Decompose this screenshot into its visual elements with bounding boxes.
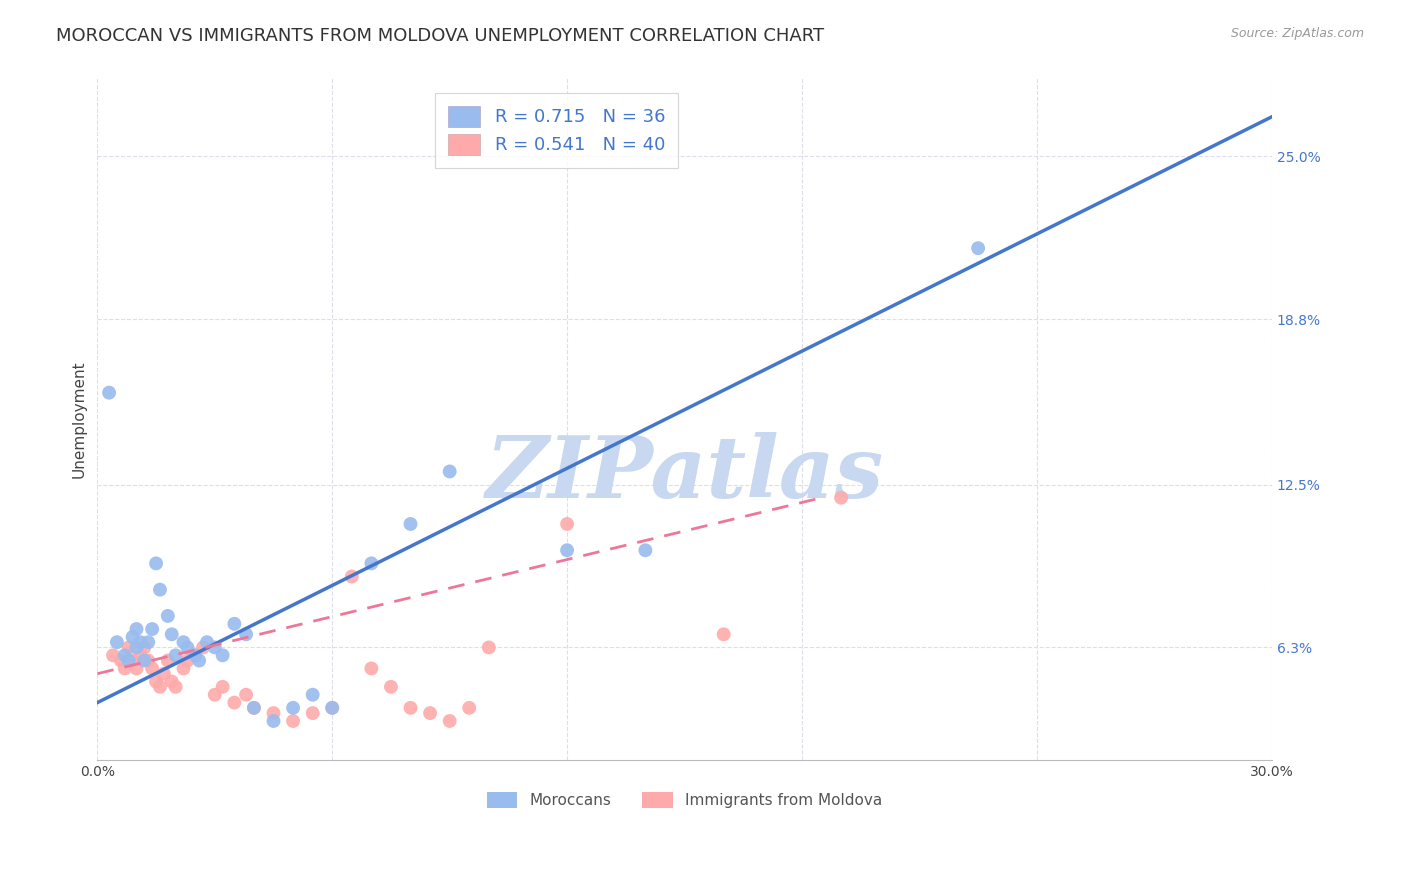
Point xyxy=(165,648,187,663)
Point xyxy=(191,640,214,655)
Point xyxy=(114,661,136,675)
Point xyxy=(101,648,124,663)
Point xyxy=(184,648,207,663)
Point xyxy=(136,635,159,649)
Point xyxy=(439,714,461,728)
Point xyxy=(321,701,343,715)
Point xyxy=(478,640,501,655)
Point xyxy=(172,635,194,649)
Point xyxy=(281,701,304,715)
Point xyxy=(340,569,363,583)
Point xyxy=(121,654,143,668)
Point xyxy=(156,654,179,668)
Point xyxy=(129,648,152,663)
Point xyxy=(439,465,461,479)
Point xyxy=(145,674,167,689)
Point xyxy=(555,516,578,531)
Point xyxy=(149,680,172,694)
Point xyxy=(211,648,233,663)
Point xyxy=(110,654,132,668)
Point xyxy=(243,701,266,715)
Point xyxy=(204,640,226,655)
Point xyxy=(134,640,156,655)
Point xyxy=(380,680,402,694)
Point xyxy=(458,701,481,715)
Point xyxy=(172,661,194,675)
Point xyxy=(360,661,382,675)
Point xyxy=(125,661,148,675)
Point xyxy=(153,666,176,681)
Y-axis label: Unemployment: Unemployment xyxy=(72,360,86,478)
Point xyxy=(188,654,211,668)
Point xyxy=(301,706,323,720)
Point xyxy=(165,680,187,694)
Point xyxy=(830,491,852,505)
Text: ZIPatlas: ZIPatlas xyxy=(485,432,883,516)
Point xyxy=(360,557,382,571)
Point xyxy=(399,701,422,715)
Point xyxy=(263,706,285,720)
Point xyxy=(145,557,167,571)
Point xyxy=(224,616,246,631)
Text: MOROCCAN VS IMMIGRANTS FROM MOLDOVA UNEMPLOYMENT CORRELATION CHART: MOROCCAN VS IMMIGRANTS FROM MOLDOVA UNEM… xyxy=(56,27,824,45)
Point xyxy=(114,648,136,663)
Point xyxy=(141,622,163,636)
Point xyxy=(125,640,148,655)
Point xyxy=(235,627,257,641)
Point xyxy=(263,714,285,728)
Point xyxy=(399,516,422,531)
Point xyxy=(105,635,128,649)
Point xyxy=(98,385,121,400)
Point xyxy=(141,661,163,675)
Point xyxy=(176,640,198,655)
Point xyxy=(321,701,343,715)
Point xyxy=(204,688,226,702)
Legend: Moroccans, Immigrants from Moldova: Moroccans, Immigrants from Moldova xyxy=(481,786,889,814)
Point xyxy=(160,674,183,689)
Point xyxy=(121,630,143,644)
Point xyxy=(301,688,323,702)
Point xyxy=(713,627,735,641)
Point xyxy=(555,543,578,558)
Point xyxy=(118,640,141,655)
Point xyxy=(281,714,304,728)
Point xyxy=(184,648,207,663)
Point xyxy=(118,654,141,668)
Point xyxy=(967,241,990,255)
Point xyxy=(156,608,179,623)
Point xyxy=(125,622,148,636)
Point xyxy=(419,706,441,720)
Point xyxy=(134,654,156,668)
Point xyxy=(160,627,183,641)
Point xyxy=(224,696,246,710)
Point xyxy=(129,635,152,649)
Point xyxy=(149,582,172,597)
Point xyxy=(176,654,198,668)
Point xyxy=(195,635,218,649)
Point xyxy=(634,543,657,558)
Point xyxy=(211,680,233,694)
Point xyxy=(235,688,257,702)
Point xyxy=(136,654,159,668)
Text: Source: ZipAtlas.com: Source: ZipAtlas.com xyxy=(1230,27,1364,40)
Point xyxy=(243,701,266,715)
